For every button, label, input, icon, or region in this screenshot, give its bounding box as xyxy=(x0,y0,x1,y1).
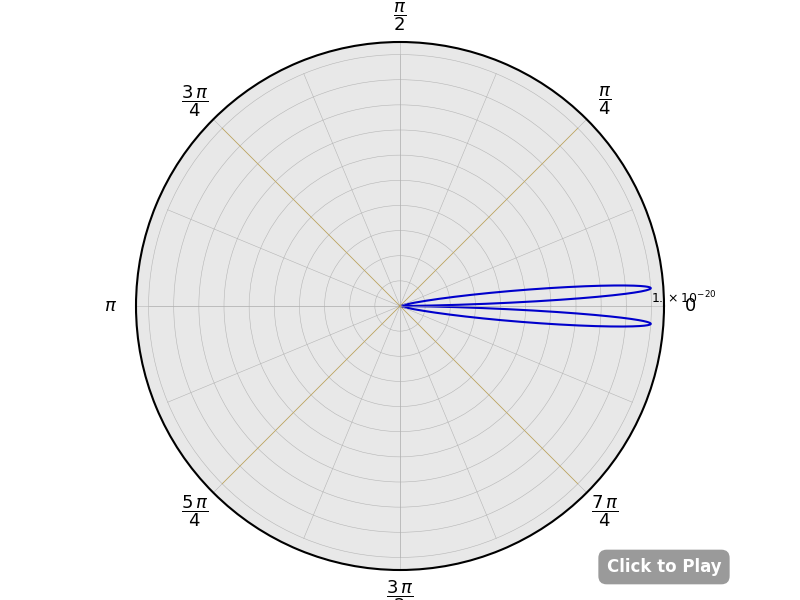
Text: Click to Play: Click to Play xyxy=(606,558,722,576)
